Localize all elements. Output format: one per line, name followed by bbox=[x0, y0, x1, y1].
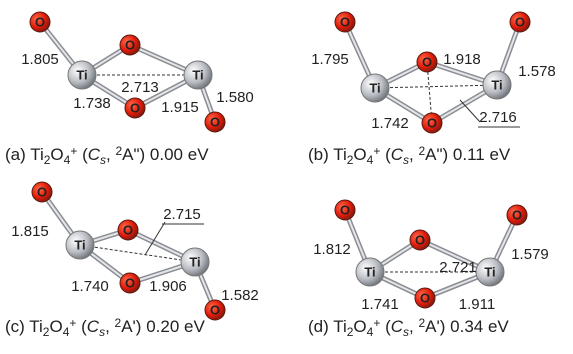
caption-part: ( bbox=[77, 145, 88, 164]
caption: (a) Ti2O4+ (Cs, 2A") 0.00 eV bbox=[5, 144, 209, 167]
bond-length: 2.721 bbox=[439, 259, 477, 276]
caption-part: ( bbox=[76, 317, 87, 336]
bond-length: 2.713 bbox=[121, 79, 159, 96]
atom-label: O bbox=[123, 222, 133, 237]
figure: OTiOTiOO1.8052.7131.7381.9151.580(a) Ti2… bbox=[0, 0, 573, 354]
caption-part: (d) Ti bbox=[308, 317, 347, 336]
caption-part: (c) Ti bbox=[5, 317, 43, 336]
caption-part: ( bbox=[380, 145, 391, 164]
atom-label: O bbox=[420, 290, 430, 305]
bond-length: 1.582 bbox=[221, 287, 259, 304]
caption-part: A') 0.34 eV bbox=[425, 317, 509, 336]
caption-part: O bbox=[353, 317, 366, 336]
caption-part: C bbox=[88, 145, 101, 164]
caption-part: O bbox=[353, 145, 366, 164]
structure-panel: O Ti O Ti O O 1.812 2.721 1.579 1.741 1.911 (d) Ti2… bbox=[308, 200, 549, 339]
atom-label: Ti bbox=[189, 254, 200, 269]
bond-length: 2.716 bbox=[479, 109, 517, 126]
caption-part: C bbox=[87, 317, 100, 336]
caption-part: + bbox=[373, 144, 380, 158]
atom-label: O bbox=[427, 115, 437, 130]
atom-label: O bbox=[515, 14, 525, 29]
atom-label: O bbox=[125, 37, 135, 52]
caption-part: , bbox=[409, 145, 418, 164]
atom-label: O bbox=[125, 275, 135, 290]
atom-label: O bbox=[130, 100, 140, 115]
bond-length: 1.795 bbox=[311, 51, 349, 68]
caption-part: ( bbox=[380, 317, 391, 336]
caption-part: A") 0.00 eV bbox=[122, 145, 209, 164]
caption-part: O bbox=[50, 145, 63, 164]
atom-label: O bbox=[210, 302, 220, 317]
atom-label: O bbox=[422, 54, 432, 69]
atom-label: Ti bbox=[74, 237, 85, 252]
distance-line bbox=[375, 85, 497, 88]
bond-length: 1.805 bbox=[21, 51, 59, 68]
atom-label: Ti bbox=[364, 264, 375, 279]
caption-part: , bbox=[409, 317, 418, 336]
atom-label: O bbox=[415, 232, 425, 247]
caption-part: , bbox=[106, 145, 115, 164]
bond-length: 1.742 bbox=[371, 115, 409, 132]
atom-label: O bbox=[37, 184, 47, 199]
structure-panel: O Ti O Ti O O 1.815 2.715 1.740 1.906 1.582 (c) Ti2… bbox=[5, 182, 259, 339]
caption-part: , bbox=[105, 317, 114, 336]
bond-length: 1.740 bbox=[71, 278, 109, 295]
caption: (c) Ti2O4+ (Cs, 2A') 0.20 eV bbox=[5, 316, 205, 339]
bond-length: 1.911 bbox=[459, 296, 495, 313]
caption: (d) Ti2O4+ (Cs, 2A') 0.34 eV bbox=[308, 316, 509, 339]
bond-length: 1.578 bbox=[518, 63, 556, 80]
bond-length: 1.812 bbox=[313, 241, 351, 258]
bond-length: 1.906 bbox=[149, 278, 187, 295]
bond-length: 1.815 bbox=[11, 223, 49, 240]
atom-label: O bbox=[340, 14, 350, 29]
atom-label: Ti bbox=[491, 77, 502, 92]
caption-part: A') 0.20 eV bbox=[121, 317, 205, 336]
bond-length: 1.738 bbox=[73, 95, 111, 112]
caption-part: (b) Ti bbox=[308, 145, 347, 164]
bond-length: 1.580 bbox=[216, 89, 254, 106]
caption-part: + bbox=[373, 316, 380, 330]
structure-panel: O Ti O Ti O O 1.795 1.918 1.578 1.742 2.716 (b) Ti2… bbox=[308, 12, 556, 167]
caption-part: (a) Ti bbox=[5, 145, 44, 164]
caption-part: O bbox=[49, 317, 62, 336]
bond-length: 1.918 bbox=[443, 51, 481, 68]
bond-length: 1.915 bbox=[161, 99, 199, 116]
caption-part: + bbox=[70, 144, 77, 158]
caption-part: C bbox=[391, 317, 404, 336]
bond-length: 1.579 bbox=[511, 246, 549, 263]
bond-length: 1.741 bbox=[361, 296, 399, 313]
atom-label: Ti bbox=[192, 67, 203, 82]
bond-length: 2.715 bbox=[163, 206, 201, 223]
atom-label: O bbox=[35, 14, 45, 29]
caption: (b) Ti2O4+ (Cs, 2A") 0.11 eV bbox=[308, 144, 511, 167]
atom-label: O bbox=[512, 207, 522, 222]
atom-label: Ti bbox=[369, 80, 380, 95]
page: OTiOTiOO1.8052.7131.7381.9151.580(a) Ti2… bbox=[0, 0, 573, 354]
structure-panel: O Ti O Ti O O 1.805 2.713 1.738 1.915 1.580 (a) Ti2… bbox=[5, 12, 254, 167]
atom-label: O bbox=[340, 202, 350, 217]
atom-label: Ti bbox=[76, 67, 87, 82]
atom-label: O bbox=[210, 114, 220, 129]
atom-label: Ti bbox=[484, 264, 495, 279]
caption-part: A") 0.11 eV bbox=[425, 145, 511, 164]
caption-part: + bbox=[69, 316, 76, 330]
caption-part: C bbox=[391, 145, 404, 164]
